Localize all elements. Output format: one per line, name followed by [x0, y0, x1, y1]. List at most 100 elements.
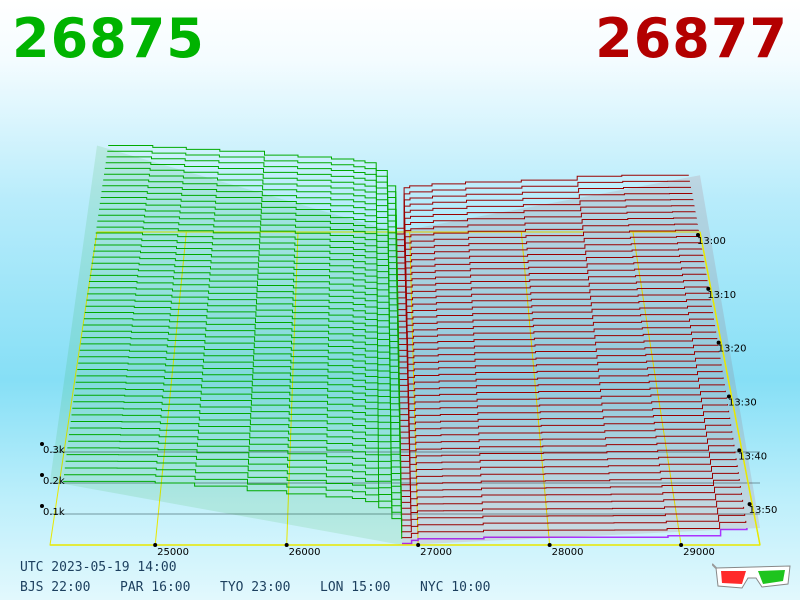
time-tick-dot	[716, 340, 721, 345]
grid-line-price-0	[154, 231, 187, 546]
ask-depth-line	[397, 286, 709, 334]
time-tick-label: 13:30	[728, 398, 757, 409]
ask-depth-line	[397, 267, 706, 316]
volume-tick-dot	[40, 504, 44, 508]
bid-depth-line	[72, 407, 401, 476]
bid-depth-line	[86, 299, 400, 378]
bid-depth-line	[89, 274, 399, 355]
clock-tyo: TYO 23:00	[220, 580, 291, 595]
bid-depth-line	[65, 460, 402, 522]
bid-depth-line	[88, 287, 399, 367]
ask-depth-line	[399, 377, 724, 416]
bid-depth-line	[64, 467, 402, 528]
bid-depth-line	[105, 162, 397, 246]
ask-depth-line	[399, 397, 727, 433]
bid-depth-line	[101, 191, 398, 275]
ask-depth-line	[399, 357, 721, 398]
bid-depth-line	[94, 244, 399, 326]
time-tick-label: 13:20	[718, 344, 747, 355]
bid-depth-line	[99, 208, 398, 292]
clock-par: PAR 16:00	[120, 580, 191, 595]
ask-depth-line	[400, 424, 732, 456]
ask-depth-line	[396, 199, 694, 252]
bid-depth-line	[100, 197, 398, 280]
bid-depth-line	[92, 256, 399, 338]
ask-depth-line	[399, 384, 725, 421]
time-tick-label: 13:10	[707, 290, 736, 301]
time-tick-dot	[737, 448, 742, 453]
price-tick-label: 25000	[157, 547, 189, 558]
volume-tick-label: 0.2k	[43, 476, 65, 487]
bid-depth-line	[84, 318, 400, 395]
bid-depth-line	[87, 293, 399, 372]
bid-depth-line	[69, 427, 402, 493]
volume-tick-dot	[40, 442, 44, 446]
ask-depth-line	[398, 305, 712, 351]
bid-depth-line	[76, 375, 401, 447]
ask-depth-line	[400, 410, 730, 445]
bid-depth-line	[98, 214, 398, 298]
price-tick-label: 28000	[552, 547, 584, 558]
ask-depth-line	[400, 451, 736, 480]
ask-depth-line	[400, 431, 733, 462]
bid-depth-line	[97, 220, 398, 303]
ask-depth-line	[401, 492, 742, 515]
ask-depth-line	[397, 242, 702, 293]
bid-depth-line	[107, 150, 397, 234]
bid-depth-line	[102, 185, 397, 269]
clock-nyc: NYC 10:00	[420, 580, 491, 595]
clock-bjs: BJS 22:00	[20, 580, 91, 595]
utc-clock: UTC 2023-05-19 14:00	[20, 560, 177, 575]
price-tick-dot	[416, 543, 421, 547]
ask-depth-line	[396, 180, 690, 235]
ask-depth-line	[401, 486, 741, 509]
ask-depth-line	[401, 506, 745, 527]
time-tick-label: 13:50	[749, 505, 778, 516]
bid-depth-line	[74, 394, 401, 464]
bid-depth-line	[71, 414, 402, 482]
time-tick-dot	[696, 233, 700, 237]
ask-depth-line	[396, 229, 699, 281]
time-tick-dot	[726, 394, 731, 399]
bid-depth-line	[67, 447, 402, 510]
bid-depth-line	[75, 381, 401, 453]
price-tick-dot	[547, 543, 552, 547]
bid-depth-line	[106, 156, 397, 240]
time-tick-label: 13:00	[697, 236, 726, 247]
price-tick-label: 29000	[683, 547, 715, 558]
bid-depth-line	[69, 434, 402, 499]
3d-glasses-icon[interactable]	[712, 560, 794, 592]
bid-depth-line	[90, 268, 399, 349]
ask-depth-line	[395, 174, 689, 229]
bid-depth-line	[89, 281, 399, 361]
ask-depth-line	[396, 186, 691, 241]
clock-lon: LON 15:00	[320, 580, 391, 595]
bid-depth-line	[64, 474, 403, 533]
ask-depth-line	[398, 318, 714, 363]
bid-depth-line	[84, 312, 400, 390]
bid-depth-line	[96, 226, 398, 309]
time-tick-dot	[706, 286, 711, 291]
bid-depth-line	[93, 250, 399, 332]
ask-depth-line	[401, 479, 740, 503]
ask-depth-line	[400, 458, 737, 486]
ask-depth-line	[401, 472, 739, 497]
bid-depth-line	[91, 262, 399, 344]
bid-depth-line	[78, 362, 401, 436]
volume-tick-label: 0.1k	[43, 507, 65, 518]
price-tick-dot	[153, 543, 158, 547]
bid-depth-line	[108, 145, 397, 229]
bid-depth-line	[99, 202, 398, 286]
bid-depth-line	[95, 232, 398, 315]
bid-depth-line	[81, 337, 400, 413]
ask-depth-line	[398, 331, 717, 375]
ask-surface	[395, 175, 760, 545]
ask-depth-line	[397, 236, 701, 287]
ask-depth-line	[398, 299, 711, 345]
ask-depth-line	[401, 499, 744, 521]
ask-depth-line	[396, 223, 698, 276]
ask-price: 26877	[595, 7, 788, 70]
bid-depth-line	[104, 173, 397, 257]
bid-depth-line	[94, 238, 398, 321]
price-tick-label: 27000	[420, 547, 452, 558]
